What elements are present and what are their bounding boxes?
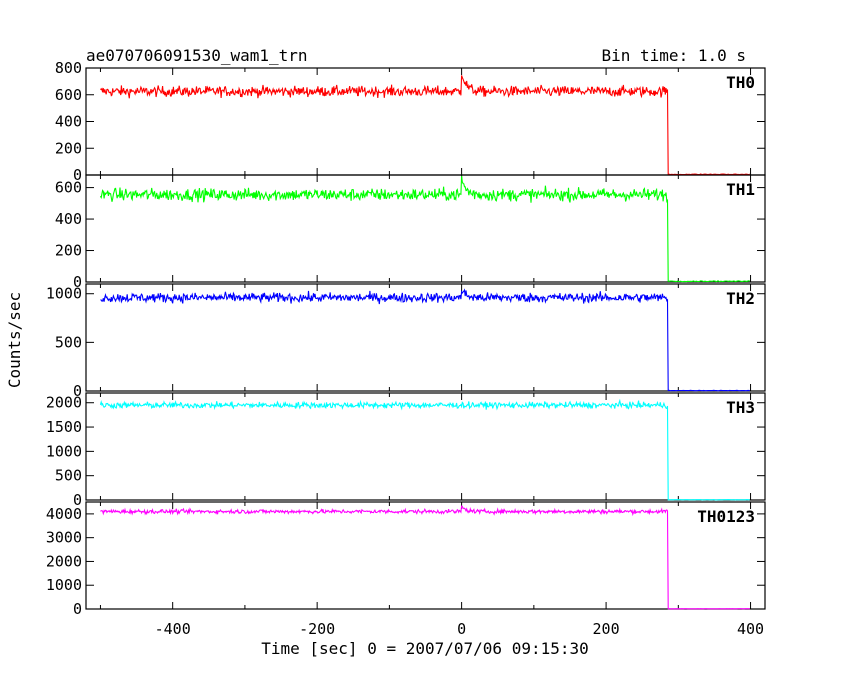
series-th0123 xyxy=(100,505,750,610)
series-th2 xyxy=(100,288,750,392)
x-tick-label: -200 xyxy=(299,620,335,638)
y-tick-label: 4000 xyxy=(46,505,82,523)
y-axis-label: Counts/sec xyxy=(5,292,24,388)
panel-th2: 0 500 1000 TH2 xyxy=(46,283,766,400)
y-tick-label: 200 xyxy=(55,242,82,260)
chart-title: ae070706091530_wam1_trn xyxy=(86,46,308,65)
y-tick-label: 200 xyxy=(55,139,82,157)
panel-label: TH0 xyxy=(726,73,755,92)
y-tick-label: 0 xyxy=(73,273,82,291)
y-tick-label: 500 xyxy=(55,467,82,485)
bin-time-label: Bin time: 1.0 s xyxy=(602,46,747,65)
x-axis-label: Time [sec] 0 = 2007/07/06 09:15:30 xyxy=(261,639,589,658)
y-tick-label: 500 xyxy=(55,333,82,351)
x-tick-label: 400 xyxy=(737,620,764,638)
panel-frame xyxy=(85,174,766,283)
series-th1 xyxy=(99,176,750,283)
x-tick-label: -400 xyxy=(155,620,191,638)
y-tick-label: 1500 xyxy=(46,418,82,436)
panel-th1: 0 200 400 600 TH1 xyxy=(55,174,766,291)
y-tick-label: 600 xyxy=(55,179,82,197)
y-tick-label: 600 xyxy=(55,86,82,104)
y-tick-label: 0 xyxy=(73,382,82,400)
panel-frame xyxy=(85,283,766,392)
y-tick-label: 3000 xyxy=(46,529,82,547)
panel-frame xyxy=(85,67,766,176)
panel-label: TH0123 xyxy=(697,507,755,526)
y-tick-label: 1000 xyxy=(46,442,82,460)
y-tick-label: 2000 xyxy=(46,552,82,570)
x-axis: -400 -200 0 200 400 xyxy=(155,620,764,638)
panel-th3: 0 500 1000 1500 2000 TH3 xyxy=(46,392,766,509)
y-tick-label: 800 xyxy=(55,59,82,77)
y-tick-label: 2000 xyxy=(46,394,82,412)
y-tick-label: 1000 xyxy=(46,576,82,594)
panel-label: TH2 xyxy=(726,289,755,308)
series-th3 xyxy=(99,398,750,501)
x-tick-label: 0 xyxy=(457,620,466,638)
series-th0 xyxy=(100,75,750,176)
y-tick-label: 400 xyxy=(55,210,82,228)
panel-label: TH1 xyxy=(726,180,755,199)
y-tick-label: 1000 xyxy=(46,285,82,303)
x-tick-label: 200 xyxy=(593,620,620,638)
panels: 0 200 400 600 800 TH0 0 200 400 600 TH1 0 500 1000 TH2… xyxy=(46,59,766,618)
y-tick-label: 0 xyxy=(73,600,82,618)
y-tick-label: 0 xyxy=(73,491,82,509)
y-tick-label: 400 xyxy=(55,113,82,131)
panel-th0123: 0 1000 2000 3000 4000 TH0123 xyxy=(46,501,766,618)
panel-frame xyxy=(85,392,766,501)
panel-th0: 0 200 400 600 800 TH0 xyxy=(55,59,766,184)
y-tick-label: 0 xyxy=(73,166,82,184)
panel-frame xyxy=(85,501,766,610)
panel-label: TH3 xyxy=(726,398,755,417)
